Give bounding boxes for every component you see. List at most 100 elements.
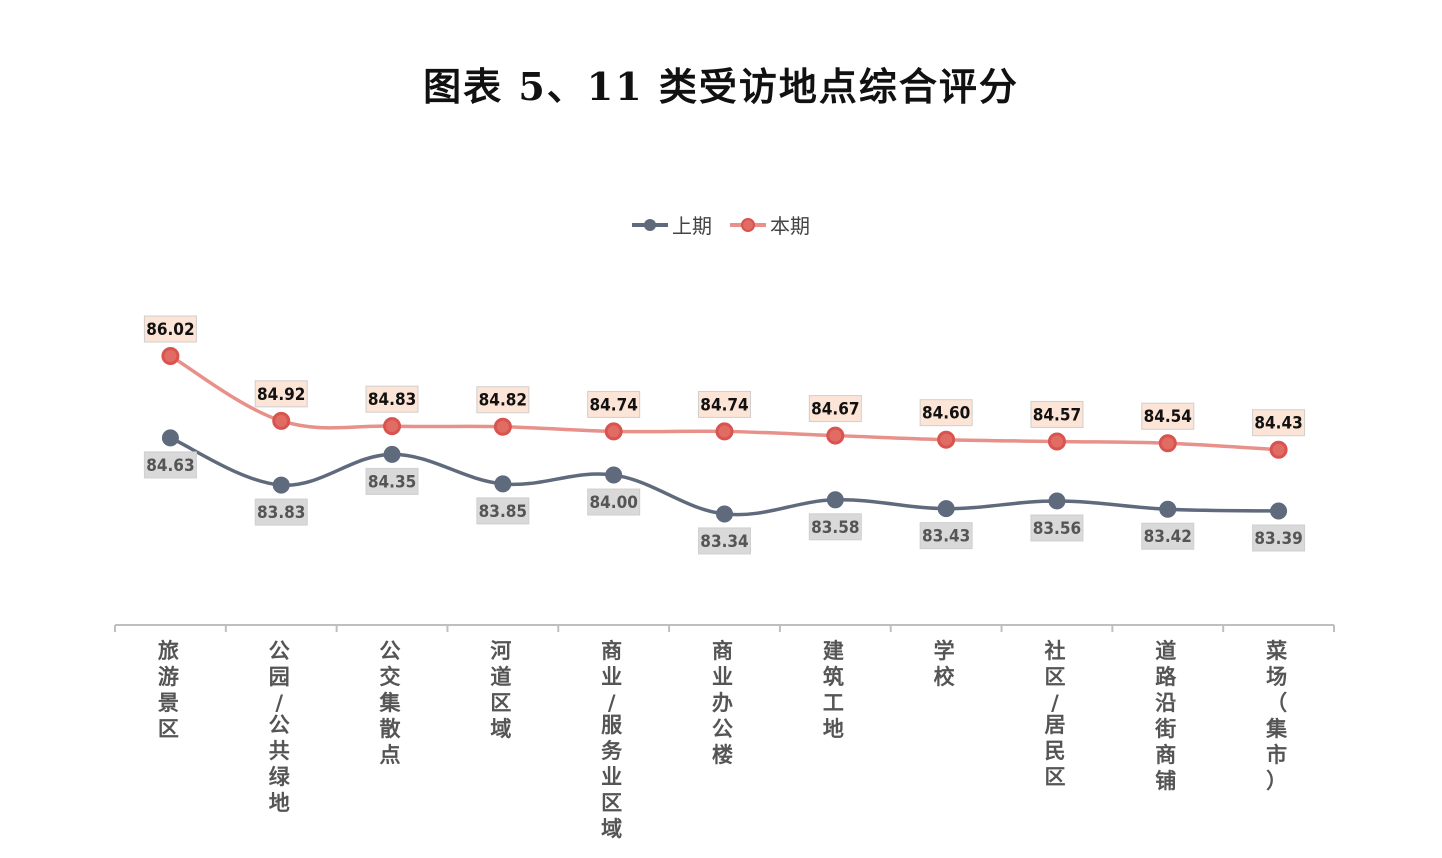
data-label-text-prev-9: 83.42 [1144,527,1192,547]
data-label-text-curr-7: 84.60 [922,404,970,424]
category-label-char: 建 [823,639,844,663]
data-label-text-prev-3: 83.85 [479,502,527,522]
data-label-box-prev-3 [476,497,530,525]
marker-prev-3[interactable] [494,475,512,493]
category-label-char: 菜 [1265,639,1287,663]
marker-curr-9[interactable] [1158,434,1177,453]
data-label-text-prev-5: 83.34 [700,532,748,552]
marker-curr-6[interactable] [826,426,845,445]
data-label-box-curr-1 [254,380,308,408]
category-label-10: 菜场（集市） [1265,639,1288,793]
marker-curr-0[interactable] [161,347,180,365]
marker-curr-5[interactable] [715,422,734,441]
category-label-char: 铺 [1155,769,1176,793]
category-label-char: 筑 [823,665,844,689]
data-label-box-curr-8 [1030,400,1084,428]
category-label-char: 楼 [712,743,733,767]
data-label-prev-4: 84.00 [587,488,641,516]
marker-curr-8[interactable] [1047,432,1066,451]
category-label-char: 公 [269,713,290,737]
data-label-prev-7: 83.43 [919,522,973,550]
marker-prev-10[interactable] [1270,502,1288,520]
data-label-box-prev-7 [919,522,973,550]
data-label-text-prev-7: 83.43 [922,527,970,547]
marker-prev-1[interactable] [272,476,290,494]
x-axis [114,624,1335,632]
marker-prev-4[interactable] [605,466,623,484]
marker-curr-1[interactable] [272,411,291,430]
category-label-char: / [1051,691,1059,715]
marker-curr-2[interactable] [383,417,402,436]
marker-prev-9[interactable] [1159,500,1177,518]
data-label-curr-4: 84.74 [587,390,641,418]
category-label-char: 业 [601,665,622,689]
category-label-char: 区 [158,717,179,741]
marker-prev-6[interactable] [826,491,844,509]
category-label-char: 居 [1044,713,1065,737]
category-label-char: 域 [490,717,511,741]
category-label-char: 河 [490,639,511,663]
data-label-prev-9: 83.42 [1141,522,1195,550]
category-label-char: 民 [1044,739,1065,763]
data-label-text-curr-6: 84.67 [811,400,859,420]
category-labels: 旅游景区公园/公共绿地公交集散点河道区域商业/服务业区域商业办公楼建筑工地学校社… [158,639,1288,841]
series-markers [161,347,1288,523]
category-label-3: 河道区域 [490,639,511,741]
data-label-prev-0: 84.63 [143,451,197,479]
category-label-char: 公 [380,639,401,663]
category-label-char: 业 [712,665,733,689]
data-label-text-prev-10: 83.39 [1254,529,1302,549]
data-label-box-prev-4 [587,488,641,516]
category-label-char: 地 [823,717,844,741]
series-line-prev [169,436,1279,517]
data-labels: 84.63 83.83 84.35 83.85 84.00 83.34 83.58 83.43… [143,315,1306,555]
marker-curr-4[interactable] [604,422,623,441]
data-label-box-prev-2 [365,467,419,495]
marker-curr-3[interactable] [493,417,512,436]
category-label-char: 共 [269,739,290,763]
data-label-prev-8: 83.56 [1030,514,1084,542]
category-label-char: 区 [601,791,622,815]
category-label-0: 旅游景区 [158,639,179,741]
chart-title: 图表 5、11 类受访地点综合评分 [423,64,1019,109]
category-label-char: / [275,691,283,715]
data-label-box-prev-0 [143,451,197,479]
category-label-8: 社区/居民区 [1043,639,1065,789]
data-label-prev-2: 84.35 [365,467,419,495]
data-label-text-curr-9: 84.54 [1144,407,1192,427]
data-label-text-curr-2: 84.83 [368,390,416,410]
category-label-char: 社 [1043,639,1065,663]
category-label-char: / [608,691,616,715]
category-label-char: 景 [158,691,179,715]
data-label-curr-7: 84.60 [919,399,973,427]
marker-prev-8[interactable] [1048,492,1066,510]
legend-label-prev: 上期 [672,214,712,238]
marker-prev-7[interactable] [937,500,955,518]
category-label-2: 公交集散点 [379,639,402,767]
category-label-char: （ [1266,691,1287,715]
data-label-text-prev-1: 83.83 [257,503,305,523]
category-label-char: 散 [380,717,401,741]
data-label-curr-1: 84.92 [254,380,308,408]
marker-curr-10[interactable] [1269,440,1288,459]
marker-curr-7[interactable] [937,430,956,449]
legend-item-curr[interactable]: 本期 [730,210,810,239]
data-label-box-curr-9 [1141,402,1195,430]
category-label-char: 域 [601,817,622,841]
category-label-7: 学校 [934,639,956,689]
data-label-box-prev-10 [1252,524,1306,552]
category-label-char: 道 [490,665,511,689]
data-label-text-prev-6: 83.58 [811,518,859,538]
marker-prev-5[interactable] [716,505,733,523]
category-label-char: 园 [269,665,290,689]
category-label-5: 商业办公楼 [712,639,733,767]
data-label-text-curr-4: 84.74 [589,395,637,415]
category-label-char: 绿 [269,765,291,789]
marker-prev-0[interactable] [161,429,179,447]
category-label-9: 道路沿街商铺 [1154,639,1177,793]
marker-prev-2[interactable] [383,445,401,463]
category-label-char: 街 [1154,717,1176,741]
data-label-text-prev-4: 84.00 [589,493,637,513]
legend-item-prev[interactable]: 上期 [632,210,712,239]
